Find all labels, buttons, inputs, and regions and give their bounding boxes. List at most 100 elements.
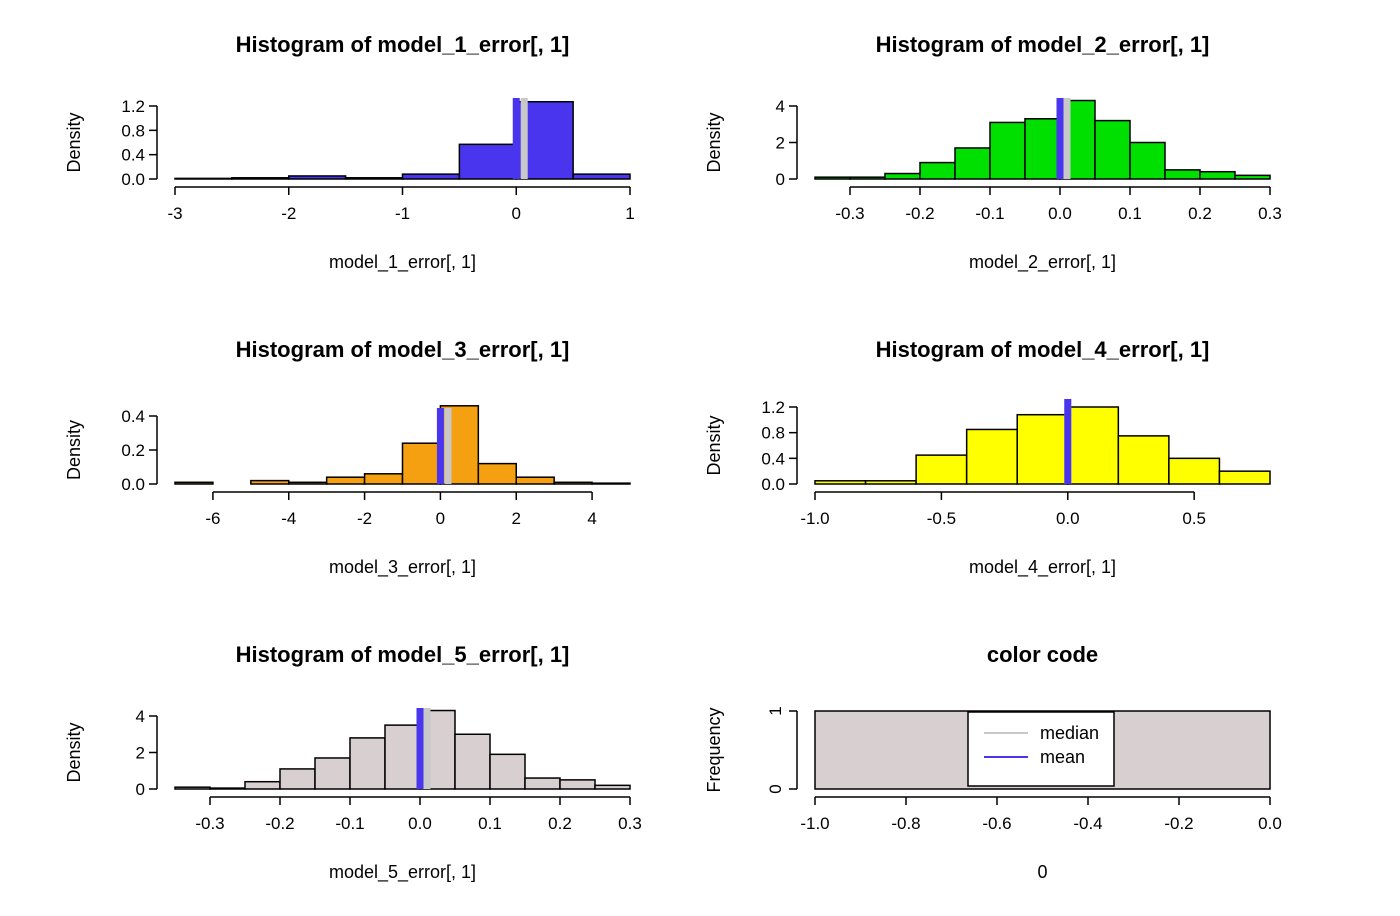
x-tick-label: -0.1 [335,814,364,833]
panel-4: Histogram of model_4_error[, 1] -1.0 -0.5 0… [704,337,1271,578]
y-tick-label: 0.8 [121,121,145,140]
x-tick-label: -0.6 [982,814,1011,833]
histogram-bar [1218,470,1271,485]
histogram-bar [1024,118,1061,180]
histogram-bar [458,143,517,180]
histogram-bar [344,177,404,180]
histogram-bar [1016,413,1069,485]
histogram-bar [384,724,421,790]
y-axis-label: Density [64,112,84,172]
y-tick-label: 1.2 [121,97,145,116]
x-axis-label: model_1_error[, 1] [329,252,476,273]
x-tick-label: -0.3 [195,814,224,833]
histogram-bar [1129,141,1166,180]
x-tick-label: -0.8 [891,814,920,833]
histogram-bar [1094,119,1131,180]
y-tick-label: 0.2 [121,441,145,460]
histogram-bar [559,779,596,790]
y-axis-label: Density [64,722,84,782]
y-tick-label: 0.4 [121,407,145,426]
panel-title: Histogram of model_2_error[, 1] [876,32,1210,57]
x-tick-label: 0 [512,204,521,223]
histogram-bar [489,753,526,790]
x-tick-label: 1 [625,204,634,223]
x-tick-label: 0 [436,509,445,528]
x-axis-label: model_2_error[, 1] [969,252,1116,273]
y-tick-label: 0 [136,780,145,799]
y-tick-label: 0.0 [121,475,145,494]
histogram-bar [915,454,968,485]
x-tick-label: 0.3 [618,814,642,833]
x-tick-label: 0.2 [1188,204,1212,223]
panel-title: Histogram of model_4_error[, 1] [876,337,1210,362]
x-tick-label: -0.2 [905,204,934,223]
x-axis-label: model_3_error[, 1] [329,557,476,578]
histogram-bar [814,176,851,180]
histogram-bar [572,173,631,180]
x-tick-label: 0.1 [478,814,502,833]
histogram-bar [1164,169,1201,180]
panel-6: color code -1.0 -0.8 -0.6 -0.4 -0.2 0.0 0 1 0 Freq… [704,642,1282,882]
x-tick-label: 0.3 [1258,204,1282,223]
histogram-bar [244,780,281,790]
y-axis-label: Density [704,415,724,475]
histogram-bar [1117,435,1170,485]
legend-label-mean: mean [1040,747,1085,767]
x-tick-label: -1.0 [800,509,829,528]
x-tick-label: 0.0 [408,814,432,833]
x-tick-label: 0.5 [1182,509,1206,528]
histogram-bar [231,177,290,180]
x-tick-label: -0.1 [975,204,1004,223]
legend-label-median: median [1040,723,1099,743]
x-tick-label: 0.0 [1048,204,1072,223]
panel-2: Histogram of model_2_error[, 1] -0.3 -0.2 -… [704,32,1282,273]
histogram-bar [524,777,561,790]
histogram-bar [515,476,555,485]
histogram-bar [1067,406,1120,485]
histogram-bar [594,784,631,790]
x-tick-label: -4 [281,509,296,528]
panel-3: Histogram of model_3_error[, 1] -6 -4 -2 0 2 4… [64,337,631,578]
y-tick-label: 0.8 [761,424,785,443]
histogram-bar [1234,174,1271,180]
histogram-bar [288,175,347,180]
panel-title: color code [987,642,1098,667]
x-tick-label: -0.4 [1073,814,1102,833]
histogram-bar [363,473,404,485]
panel-title: Histogram of model_3_error[, 1] [236,337,570,362]
y-axis-label: Density [704,112,724,172]
histogram-bar [849,176,886,180]
panel-title: Histogram of model_5_error[, 1] [236,642,570,667]
histogram-bar [477,462,518,485]
legend-box [967,711,1115,787]
x-tick-label: -2 [357,509,372,528]
y-tick-label: 4 [776,97,785,116]
y-tick-label: 1 [766,706,785,715]
histogram-bar [553,481,593,485]
x-tick-label: -3 [167,204,182,223]
histogram-bar [919,161,956,180]
x-tick-label: -6 [205,509,220,528]
x-tick-label: 0.0 [1056,509,1080,528]
x-axis-label: model_5_error[, 1] [329,862,476,883]
y-tick-label: 2 [136,744,145,763]
x-tick-label: 4 [587,509,596,528]
y-axis-label: Density [64,420,84,480]
y-tick-label: 0.4 [121,146,145,165]
y-tick-label: 4 [136,707,145,726]
x-tick-label: -1.0 [800,814,829,833]
x-tick-label: 2 [512,509,521,528]
histogram-bar [1199,170,1236,180]
histogram-bar [989,121,1026,180]
y-axis-label: Frequency [704,707,724,792]
x-tick-label: 0.0 [1258,814,1282,833]
histogram-bar [884,172,921,180]
y-tick-label: 1.2 [761,398,785,417]
x-axis-label: 0 [1037,862,1047,882]
x-tick-label: -0.3 [835,204,864,223]
histogram-bar [454,733,491,790]
panel-1: Histogram of model_1_error[, 1] -3 -2 -1 0 1 0… [64,32,635,273]
y-tick-label: 0.0 [121,170,145,189]
y-tick-label: 0 [776,170,785,189]
